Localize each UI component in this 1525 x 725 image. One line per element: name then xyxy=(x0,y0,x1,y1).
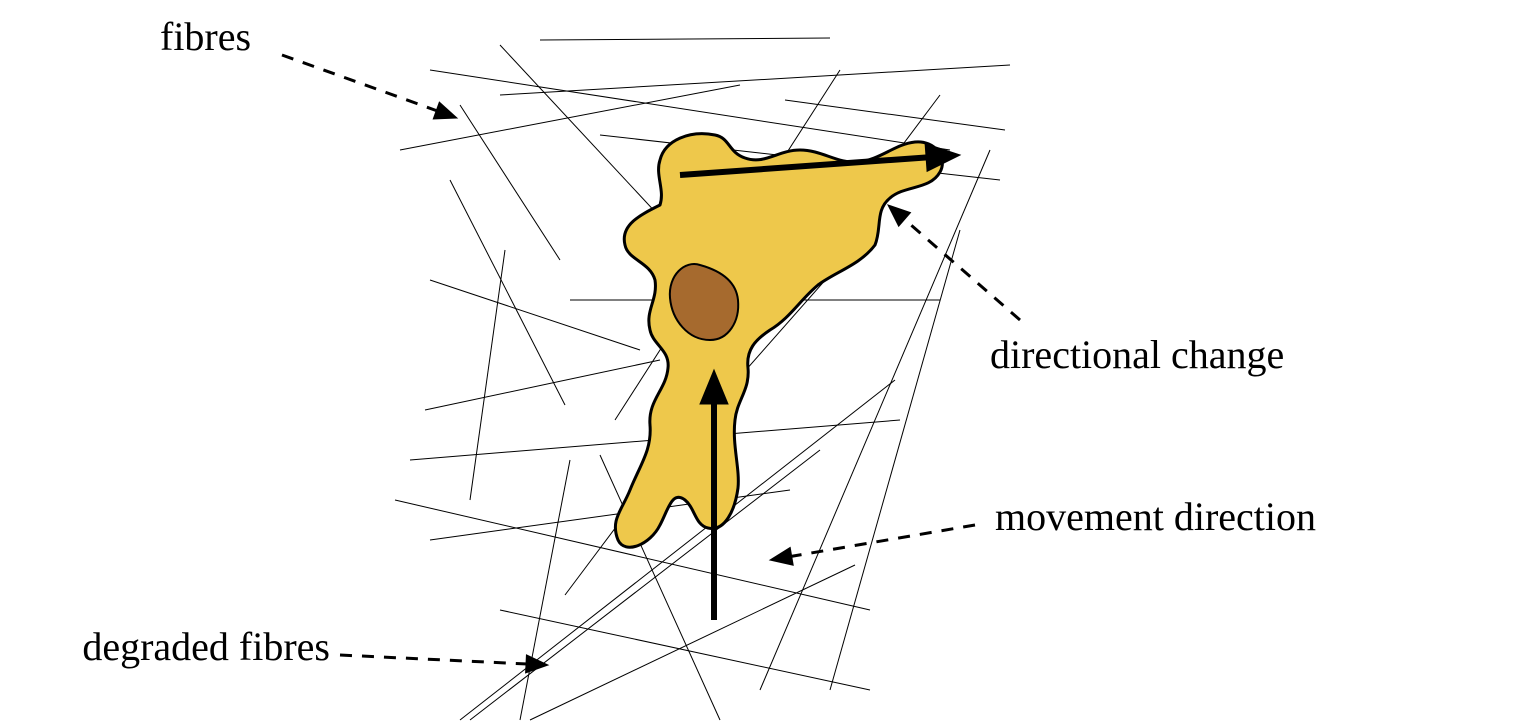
label-movement-direction: movement direction xyxy=(995,494,1316,539)
label-degraded-fibres: degraded fibres xyxy=(82,624,330,669)
background xyxy=(0,0,1525,725)
cell-migration-diagram: fibres directional change movement directi… xyxy=(0,0,1525,725)
label-directional-change: directional change xyxy=(990,332,1284,377)
label-fibres: fibres xyxy=(160,14,251,59)
